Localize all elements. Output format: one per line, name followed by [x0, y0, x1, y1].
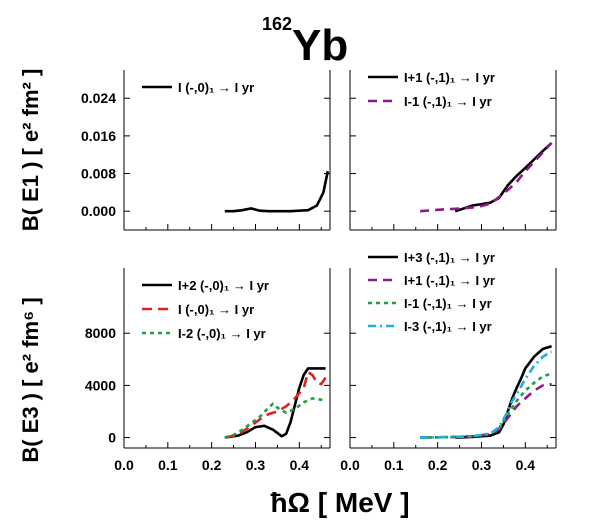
legend-label-2: I-1 (-,1)₁ → I yr: [404, 94, 492, 109]
xlabel: ħΩ [ MeV ]: [270, 487, 409, 518]
legend-label-1: I+3 (-,1)₁ → I yr: [404, 250, 495, 265]
x-tick-label: 0.4: [290, 457, 310, 473]
series-line-2: [420, 382, 552, 439]
y-tick-label: 4000: [85, 377, 116, 393]
legend-label-1: I+1 (-,1)₁ → I yr: [404, 70, 495, 85]
legend-label-3: I-2 (-,0)₁ → I yr: [178, 326, 266, 341]
series-line-1: [224, 170, 330, 213]
x-tick-label: 0.3: [472, 457, 492, 473]
ylabel-top: B( E1 ) [ e² fm² ]: [18, 69, 43, 232]
series-line-2: [419, 142, 553, 213]
legend-label-1: I (-,0)₁ → I yr: [178, 80, 254, 95]
legend-label-4: I-3 (-,1)₁ → I yr: [404, 319, 492, 334]
panels: 0.000 0.008 0.016 0.024 I (-,0)₁ → I yr I+1 (…: [81, 70, 557, 473]
series-line-2: [224, 370, 327, 439]
y-tick-label: 0.000: [81, 203, 116, 219]
x-tick-label: 0.3: [246, 457, 266, 473]
panel-top-right: I+1 (-,1)₁ → I yr I-1 (-,1)₁ → I yr: [349, 70, 557, 231]
x-tick-label: 0.4: [516, 457, 536, 473]
x-tick-label: 0.2: [428, 457, 448, 473]
x-tick-label: 0.1: [384, 457, 404, 473]
y-tick-label: 0.008: [81, 166, 116, 182]
legend-label-1: I+2 (-,0)₁ → I yr: [178, 278, 269, 293]
panel-bottom-left: 0.0 0.1 0.2 0.3 0.4 0 4000 8000 I+2 (-,0)₁ → I y…: [85, 268, 331, 473]
y-tick-label: 0.024: [81, 90, 116, 106]
panel-bottom-right: 0.0 0.1 0.2 0.3 0.4 I+3 (-,1)₁ → I yr I+1 (-,1…: [340, 250, 557, 473]
y-tick-label: 0: [108, 430, 116, 446]
series-line-3: [224, 397, 326, 439]
series-line-1: [224, 367, 326, 439]
series-line-1: [455, 345, 552, 439]
y-tick-label: 8000: [85, 325, 116, 341]
series-line-1: [454, 141, 553, 213]
series-line-3: [420, 372, 552, 439]
x-tick-label: 0.0: [340, 457, 360, 473]
legend-label-3: I-1 (-,1)₁ → I yr: [404, 296, 492, 311]
x-tick-label: 0.1: [158, 457, 178, 473]
title-element: Yb: [292, 21, 348, 70]
legend-label-2: I (-,0)₁ → I yr: [178, 302, 254, 317]
x-tick-label: 0.2: [202, 457, 222, 473]
panel-top-left: 0.000 0.008 0.016 0.024 I (-,0)₁ → I yr: [81, 70, 331, 231]
title-mass-number: 162: [262, 14, 292, 34]
y-tick-label: 0.016: [81, 128, 116, 144]
x-tick-label: 0.0: [114, 457, 134, 473]
ylabel-bottom: B( E3 ) [ e² fm⁶ ]: [18, 297, 43, 462]
legend-label-2: I+1 (-,1)₁ → I yr: [404, 273, 495, 288]
series-line-4: [420, 350, 553, 439]
